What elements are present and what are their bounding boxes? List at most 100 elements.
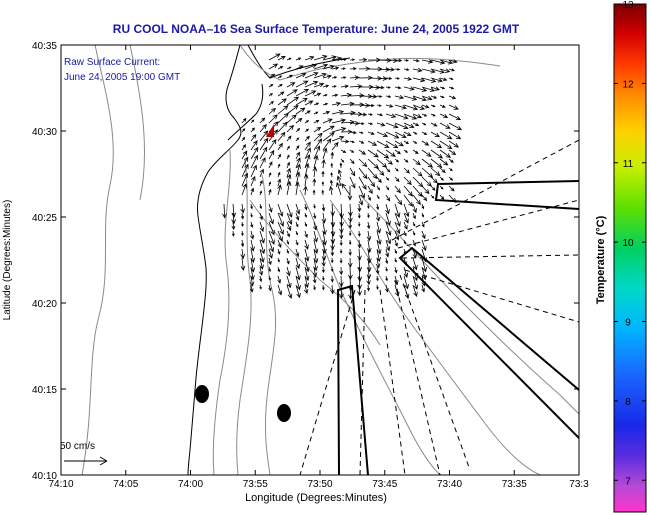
- current-vector: [277, 184, 282, 196]
- current-vector: [331, 118, 347, 124]
- current-vector: [286, 89, 298, 97]
- current-vector: [268, 257, 272, 266]
- current-vector: [304, 275, 309, 289]
- current-vector: [241, 150, 248, 160]
- current-vector: [259, 157, 266, 169]
- current-vector: [412, 203, 417, 214]
- current-vector: [421, 140, 430, 146]
- current-vector: [339, 162, 343, 169]
- x-axis-label: Longitude (Degrees:Minutes): [245, 492, 387, 504]
- current-vector: [268, 275, 271, 281]
- current-vector: [385, 122, 399, 129]
- transect-lines: [299, 139, 579, 475]
- current-vector: [348, 239, 352, 246]
- current-vector: [304, 55, 315, 61]
- current-vector: [240, 212, 245, 220]
- current-vector: [412, 67, 423, 73]
- current-vector: [250, 203, 253, 210]
- current-vector: [439, 122, 451, 129]
- colorbar-tick-label: 11: [623, 159, 634, 170]
- current-vector: [340, 67, 346, 70]
- current-vector: [313, 126, 322, 133]
- current-vector: [322, 102, 329, 106]
- current-vector: [321, 189, 325, 196]
- current-vector: [322, 110, 331, 115]
- current-vector: [349, 158, 355, 165]
- current-vector: [286, 96, 300, 106]
- current-vector: [385, 131, 400, 139]
- transect-boxes: [336, 180, 579, 475]
- current-vector: [312, 178, 317, 187]
- current-vector: [277, 257, 280, 263]
- current-vector: [348, 230, 352, 237]
- current-vector: [330, 284, 335, 295]
- current-vector: [268, 188, 272, 196]
- current-vector: [349, 140, 355, 143]
- current-vector: [277, 275, 282, 284]
- x-tick-label: 74:00: [178, 479, 203, 490]
- current-vector: [313, 138, 323, 151]
- current-vector: [277, 248, 281, 255]
- current-vector: [349, 176, 356, 189]
- current-vector: [367, 103, 375, 108]
- current-vector: [259, 130, 269, 142]
- current-vector: [313, 111, 319, 115]
- current-vector: [375, 266, 380, 275]
- current-vector: [286, 257, 290, 265]
- current-vector: [304, 248, 310, 262]
- bathymetry-contours: [81, 45, 579, 475]
- current-vector: [304, 128, 309, 133]
- current-vector: [313, 92, 322, 97]
- current-vector: [231, 230, 235, 237]
- current-vector: [295, 117, 303, 124]
- current-vector: [313, 212, 317, 220]
- current-vector: [258, 266, 264, 276]
- current-vector: [439, 185, 444, 190]
- current-vector: [277, 105, 289, 115]
- current-vector: [385, 140, 399, 149]
- current-vector: [259, 221, 265, 233]
- current-vector: [376, 203, 380, 211]
- current-vector: [321, 170, 325, 178]
- current-vector: [385, 194, 391, 202]
- current-vector: [376, 131, 389, 137]
- current-vector: [304, 266, 310, 282]
- current-vector: [439, 131, 453, 140]
- current-vector: [277, 121, 288, 133]
- current-vector: [304, 221, 308, 228]
- current-vector: [268, 161, 273, 169]
- current-vector: [286, 180, 292, 196]
- current-vector: [421, 176, 432, 187]
- current-vector: [439, 194, 445, 200]
- current-vector: [286, 74, 293, 79]
- current-vector: [259, 180, 263, 187]
- current-vector: [367, 140, 378, 146]
- current-vector: [421, 167, 434, 178]
- current-vector: [367, 94, 378, 99]
- current-vector: [448, 68, 455, 72]
- current-vector: [366, 266, 372, 280]
- current-vector: [357, 248, 362, 261]
- current-vector: [268, 248, 273, 259]
- current-vector: [222, 203, 227, 219]
- current-vector: [403, 122, 415, 128]
- current-vector: [366, 230, 372, 242]
- current-vector: [412, 212, 416, 220]
- current-vector: [250, 146, 259, 160]
- current-vector: [357, 239, 362, 249]
- current-vector: [331, 85, 337, 88]
- current-vector: [286, 239, 290, 245]
- current-vector: [403, 86, 415, 91]
- current-vector: [304, 154, 311, 169]
- current-vector: [385, 275, 388, 282]
- current-vector: [322, 147, 328, 160]
- current-vector: [295, 221, 299, 228]
- current-vector: [439, 176, 444, 181]
- current-vector: [241, 183, 247, 196]
- current-vector: [321, 257, 326, 267]
- current-vector: [312, 275, 317, 284]
- current-vector: [322, 74, 332, 79]
- current-vector: [313, 230, 318, 243]
- current-vector: [412, 284, 418, 298]
- current-vector: [295, 212, 300, 221]
